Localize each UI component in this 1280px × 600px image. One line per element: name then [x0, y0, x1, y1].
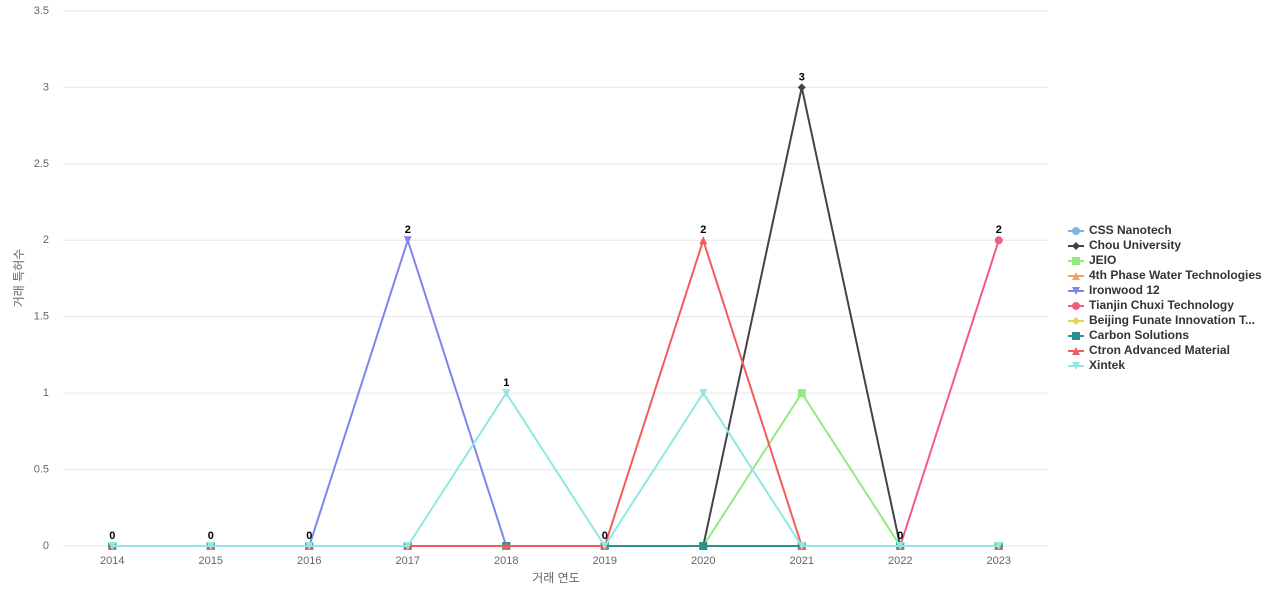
legend-label: Tianjin Chuxi Technology — [1089, 298, 1234, 312]
data-label: 2 — [700, 224, 706, 236]
legend-marker — [1072, 242, 1080, 250]
data-point — [403, 236, 412, 245]
legend-label: CSS Nanotech — [1089, 223, 1172, 237]
y-tick-label: 1 — [43, 387, 49, 399]
data-label: 0 — [306, 530, 312, 542]
legend-marker — [1072, 362, 1080, 370]
y-tick-label: 2.5 — [34, 158, 49, 170]
x-tick-label: 2017 — [396, 555, 420, 567]
legend-marker — [1072, 317, 1080, 325]
data-point — [699, 236, 708, 245]
legend-marker — [1072, 347, 1080, 355]
legend-marker — [1072, 227, 1080, 235]
data-point — [502, 542, 511, 550]
data-point — [108, 542, 117, 550]
data-label: 3 — [799, 71, 805, 83]
y-tick-label: 3 — [43, 81, 49, 93]
data-point — [797, 389, 806, 398]
data-point — [896, 542, 905, 550]
data-label: 0 — [602, 530, 608, 542]
data-label: 2 — [405, 224, 411, 236]
legend-marker — [1072, 257, 1080, 265]
data-label: 0 — [897, 530, 903, 542]
x-tick-label: 2022 — [888, 555, 912, 567]
data-point — [403, 542, 412, 550]
legend-label: Ctron Advanced Material — [1089, 343, 1230, 357]
data-label: 1 — [503, 377, 509, 389]
y-axis-title: 거래 특허수 — [12, 249, 26, 308]
data-point — [699, 542, 708, 550]
data-point — [206, 542, 215, 550]
y-tick-label: 3.5 — [34, 5, 49, 17]
legend-label: Carbon Solutions — [1089, 328, 1189, 342]
legend-label: 4th Phase Water Technologies — [1089, 268, 1262, 282]
legend-marker — [1072, 302, 1080, 310]
y-tick-label: 0 — [43, 540, 49, 552]
x-tick-label: 2023 — [987, 555, 1011, 567]
data-point — [699, 389, 708, 398]
data-point — [994, 236, 1003, 245]
legend-marker — [1072, 272, 1080, 280]
data-point — [797, 83, 806, 92]
data-point — [994, 542, 1003, 550]
data-point — [797, 542, 806, 550]
legend-marker — [1072, 287, 1080, 295]
data-label: 2 — [996, 224, 1002, 236]
data-label: 0 — [208, 530, 214, 542]
legend-label: Ironwood 12 — [1089, 283, 1160, 297]
x-tick-label: 2014 — [100, 555, 124, 567]
legend-marker — [1072, 332, 1080, 340]
y-tick-label: 2 — [43, 234, 49, 246]
y-tick-label: 1.5 — [34, 311, 49, 323]
legend-label: Beijing Funate Innovation T... — [1089, 313, 1255, 327]
x-axis-title: 거래 연도 — [532, 571, 580, 585]
x-tick-label: 2019 — [593, 555, 617, 567]
data-point — [305, 542, 314, 550]
x-tick-label: 2021 — [790, 555, 814, 567]
data-label: 0 — [109, 530, 115, 542]
series-line — [112, 391, 999, 548]
legend-label: Chou University — [1089, 238, 1181, 252]
legend-label: JEIO — [1089, 253, 1116, 267]
y-tick-label: 0.5 — [34, 463, 49, 475]
x-tick-label: 2020 — [691, 555, 715, 567]
x-tick-label: 2018 — [494, 555, 518, 567]
data-point — [600, 542, 609, 550]
x-tick-label: 2015 — [199, 555, 223, 567]
data-point — [502, 389, 511, 398]
legend-label: Xintek — [1089, 358, 1125, 372]
x-tick-label: 2016 — [297, 555, 321, 567]
